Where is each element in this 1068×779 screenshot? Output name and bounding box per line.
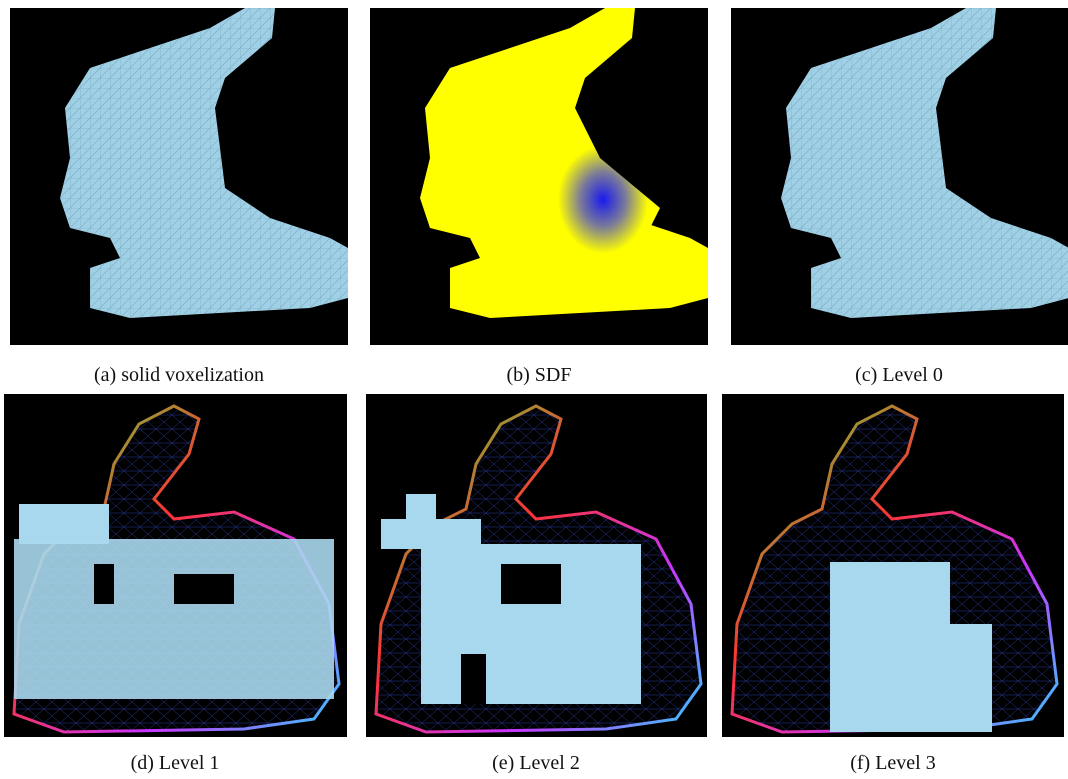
figure <box>0 0 1068 779</box>
caption: (a) solid voxelization <box>9 364 349 387</box>
caption: (d) Level 1 <box>5 752 345 775</box>
caption: (e) Level 2 <box>366 752 706 775</box>
panel-f <box>722 394 1064 737</box>
panel-b <box>370 8 708 345</box>
caption: (b) SDF <box>369 364 709 387</box>
panel-e <box>366 394 707 737</box>
panel-c <box>731 8 1068 345</box>
panel-a <box>10 8 348 345</box>
figure-page: (a) solid voxelization (b) SDF (c) Level… <box>0 0 1068 779</box>
caption: (c) Level 0 <box>729 364 1068 387</box>
panel-d <box>4 394 347 737</box>
caption: (f) Level 3 <box>723 752 1063 775</box>
